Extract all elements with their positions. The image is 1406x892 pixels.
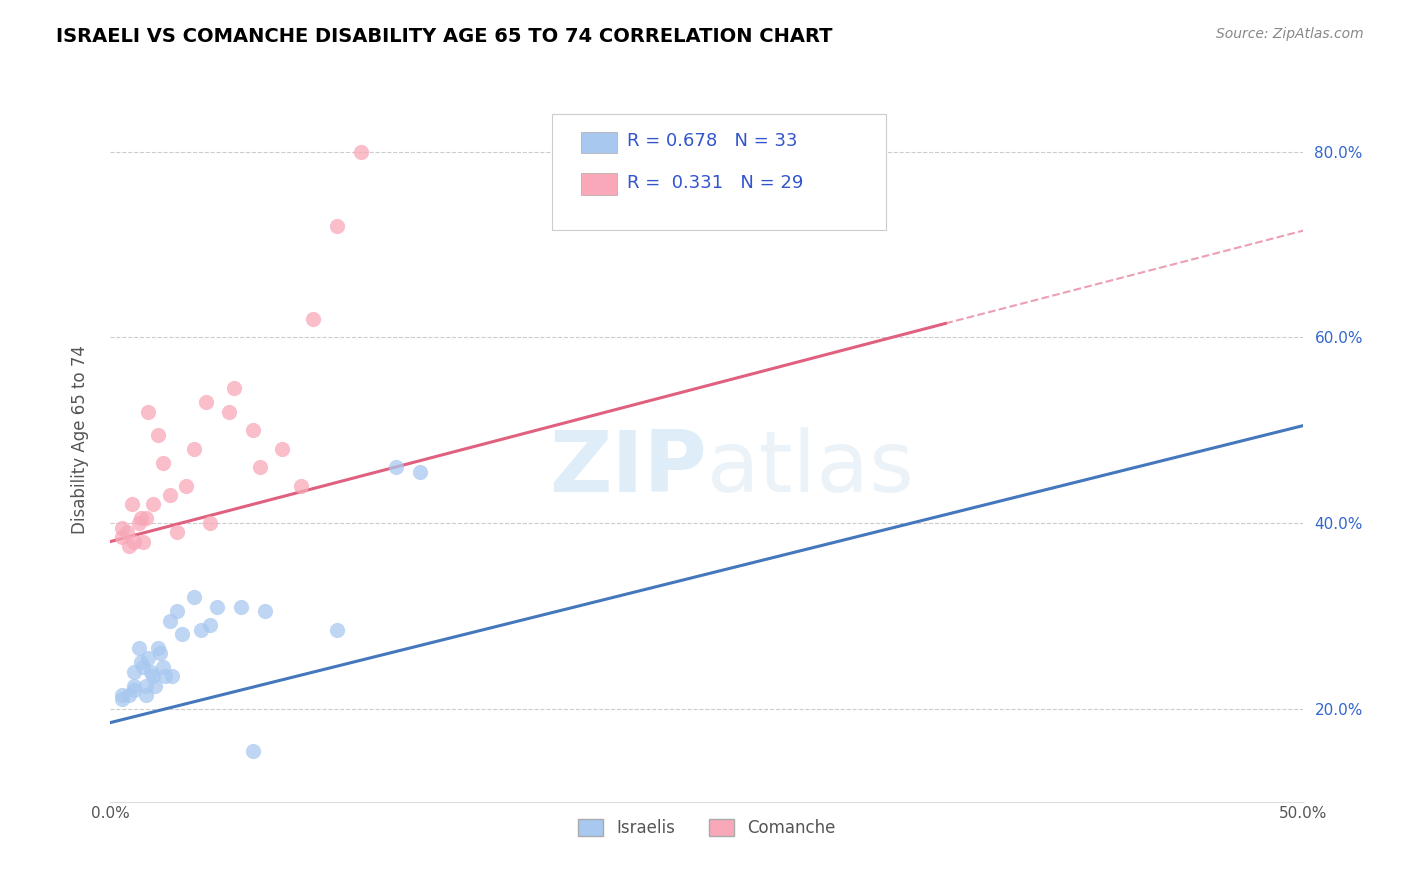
Point (145, 679, 167, 693)
Point (166, 604, 188, 618)
Point (146, 641, 169, 656)
Point (111, 521, 134, 535)
Point (190, 623, 212, 637)
Point (139, 665, 162, 679)
Y-axis label: Disability Age 65 to 74: Disability Age 65 to 74 (72, 345, 89, 534)
Point (183, 442, 205, 456)
Point (409, 465, 432, 479)
Point (159, 614, 181, 628)
Point (218, 404, 240, 418)
Text: Source: ZipAtlas.com: Source: ZipAtlas.com (1216, 27, 1364, 41)
Point (142, 669, 165, 683)
Point (142, 498, 165, 512)
Point (159, 488, 181, 502)
Point (135, 688, 157, 702)
FancyBboxPatch shape (582, 132, 617, 153)
Point (242, 423, 264, 437)
Point (111, 688, 134, 702)
Point (385, 460, 408, 475)
Point (326, 623, 349, 637)
Point (136, 650, 159, 665)
Point (122, 534, 145, 549)
Point (149, 646, 172, 660)
Point (224, 381, 246, 395)
Point (302, 311, 325, 326)
Point (118, 539, 141, 553)
Point (153, 669, 176, 683)
Point (111, 692, 134, 706)
Point (160, 669, 183, 683)
Point (122, 679, 145, 693)
Point (118, 688, 141, 702)
Point (135, 679, 157, 693)
FancyBboxPatch shape (551, 113, 886, 229)
Point (231, 599, 253, 614)
Point (270, 442, 292, 456)
Point (290, 479, 312, 493)
Point (111, 530, 134, 544)
FancyBboxPatch shape (582, 173, 617, 194)
Point (170, 627, 193, 641)
Point (152, 456, 174, 470)
Point (129, 511, 152, 525)
Text: ZIP: ZIP (548, 427, 707, 510)
Point (183, 591, 205, 605)
Point (146, 428, 169, 442)
Point (254, 604, 277, 618)
Text: atlas: atlas (707, 427, 915, 510)
Text: R = 0.678   N = 33: R = 0.678 N = 33 (627, 132, 797, 150)
Point (176, 479, 198, 493)
Point (121, 498, 143, 512)
Point (122, 683, 145, 698)
Point (136, 404, 159, 418)
Point (200, 516, 222, 530)
Point (326, 219, 349, 233)
Point (128, 641, 150, 656)
Point (129, 656, 152, 670)
Point (128, 516, 150, 530)
Point (166, 525, 188, 540)
Point (135, 511, 157, 525)
Text: ISRAELI VS COMANCHE DISABILITY AGE 65 TO 74 CORRELATION CHART: ISRAELI VS COMANCHE DISABILITY AGE 65 TO… (56, 27, 832, 45)
Point (242, 743, 264, 757)
Point (122, 665, 145, 679)
Point (194, 395, 217, 409)
Point (249, 460, 271, 475)
Point (132, 660, 155, 674)
Text: R =  0.331   N = 29: R = 0.331 N = 29 (627, 174, 803, 192)
Point (350, 145, 373, 159)
Point (200, 618, 222, 632)
Point (115, 525, 138, 540)
Point (207, 599, 229, 614)
Point (152, 660, 174, 674)
Point (132, 534, 155, 549)
Legend: Israelis, Comanche: Israelis, Comanche (571, 813, 842, 844)
